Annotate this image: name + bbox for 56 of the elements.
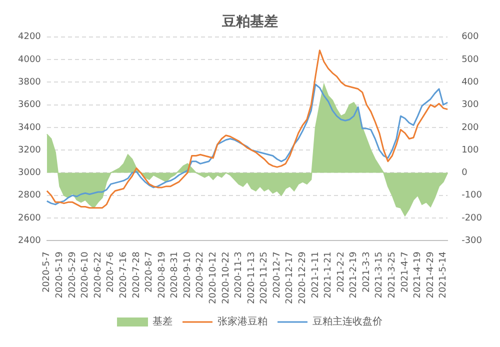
x-tick-label: 2020-12-29 <box>298 251 308 304</box>
x-tick-label: 2020-6-10 <box>80 251 91 298</box>
x-tick-label: 2020-10-22 <box>221 252 232 304</box>
x-tick-label: 2021-3-3 <box>362 252 372 293</box>
y-tick-label: 4000 <box>18 54 42 65</box>
y2-tick-label: 100 <box>462 145 480 156</box>
y2-tick-label: -200 <box>462 213 482 224</box>
x-tick-label: 2020-12-17 <box>285 252 296 304</box>
y2-tick-label: 500 <box>462 54 480 65</box>
y-tick-label: 4200 <box>18 32 42 42</box>
x-tick-label: 2021-2-2 <box>336 252 346 293</box>
y2-tick-label: 600 <box>462 32 480 42</box>
y2-tick-label: 300 <box>462 100 480 110</box>
x-tick-label: 2021-4-19 <box>413 251 424 298</box>
y-tick-label: 3400 <box>18 122 42 133</box>
y-tick-label: 3200 <box>18 145 42 156</box>
x-tick-label: 2020-11-13 <box>246 252 257 304</box>
x-tick-label: 2020-8-19 <box>157 251 168 298</box>
legend-label: 豆粕主连收盘价 <box>312 316 382 328</box>
y-tick-label: 2400 <box>18 236 42 246</box>
x-tick-label: 2020-9-10 <box>182 251 193 298</box>
x-tick-label: 2020-5-19 <box>55 251 66 298</box>
x-tick-label: 2020-7-6 <box>106 251 116 293</box>
x-tick-label: 2021-4-29 <box>426 251 436 298</box>
legend-label: 张家港豆粕 <box>218 316 268 328</box>
chart-title: 豆粕基差 <box>221 14 278 30</box>
y2-tick-label: -100 <box>462 190 482 201</box>
y-tick-label: 2800 <box>18 190 42 201</box>
x-tick-label: 2021-2-19 <box>349 251 360 298</box>
x-tick-label: 2021-3-25 <box>388 252 398 298</box>
x-tick-label: 2021-1-21 <box>324 252 334 298</box>
y2-tick-label: 0 <box>462 168 468 178</box>
y-tick-label: 3600 <box>18 100 42 110</box>
y-tick-label: 3800 <box>18 77 42 88</box>
x-tick-label: 2021-4-7 <box>400 252 410 293</box>
x-tick-label: 2020-9-22 <box>196 252 206 298</box>
y-tick-label: 2600 <box>18 213 42 224</box>
x-tick-label: 2020-8-31 <box>170 252 180 298</box>
legend-label: 基差 <box>152 316 172 328</box>
x-tick-label: 2020-10-12 <box>208 252 218 304</box>
y-tick-label: 3000 <box>18 168 42 178</box>
x-tick-label: 2020-5-29 <box>68 251 78 298</box>
x-tick-label: 2020-11-25 <box>260 252 270 304</box>
y2-tick-label: -300 <box>462 236 482 246</box>
x-tick-label: 2020-5-7 <box>42 252 52 293</box>
x-tick-label: 2020-7-28 <box>132 251 142 298</box>
x-tick-label: 2020-12-7 <box>272 252 282 298</box>
x-tick-label: 2020-11-3 <box>234 252 244 298</box>
y2-tick-label: 200 <box>462 122 480 133</box>
x-tick-label: 2021-3-15 <box>374 252 385 298</box>
x-tick-label: 2020-7-16 <box>118 251 129 298</box>
x-tick-label: 2020-8-7 <box>144 252 155 293</box>
x-tick-label: 2021-1-11 <box>310 252 321 298</box>
x-tick-label: 2020-6-22 <box>93 252 104 298</box>
x-tick-label: 2021-5-14 <box>438 251 449 298</box>
y2-tick-label: 400 <box>462 77 480 88</box>
